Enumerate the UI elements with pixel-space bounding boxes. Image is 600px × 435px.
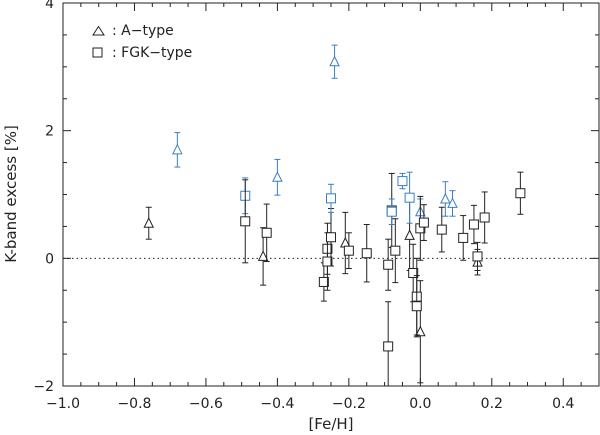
square-marker xyxy=(411,301,422,312)
triangle-marker xyxy=(172,143,183,155)
square-marker xyxy=(458,232,469,243)
y-tick-label: 0 xyxy=(45,251,54,267)
x-tick-label: −0.2 xyxy=(332,396,366,412)
legend-label-a-type: : A−type xyxy=(112,23,174,39)
legend-label-fgk-type: : FGK−type xyxy=(112,45,192,61)
square-data-point xyxy=(472,241,483,271)
triangle-data-point xyxy=(172,132,183,168)
square-data-point xyxy=(326,208,336,267)
triangle-data-point xyxy=(143,206,155,240)
square-marker xyxy=(326,193,336,204)
square-marker xyxy=(479,212,490,223)
square-marker xyxy=(418,217,429,228)
x-tick-label: 0.2 xyxy=(481,396,503,412)
triangle-marker xyxy=(440,192,451,204)
square-data-point xyxy=(343,232,354,270)
x-tick-label: 0.4 xyxy=(552,396,574,412)
square-data-point xyxy=(361,224,372,283)
legend-triangle-icon xyxy=(92,25,105,36)
y-axis-label: K-band excess [%] xyxy=(2,125,20,263)
square-data-point xyxy=(261,203,272,263)
square-data-point xyxy=(436,206,447,253)
triangle-marker xyxy=(415,325,426,337)
triangle-marker xyxy=(447,197,458,208)
x-tick-label: −0.4 xyxy=(260,396,294,412)
square-marker xyxy=(383,259,394,270)
triangle-marker xyxy=(272,171,283,182)
square-data-point xyxy=(383,301,394,387)
triangle-marker xyxy=(404,229,415,240)
x-tick-label: 0.0 xyxy=(409,396,431,412)
square-data-point xyxy=(418,204,429,241)
triangle-data-point xyxy=(447,190,458,217)
square-data-point xyxy=(240,179,251,264)
y-tick-label: 2 xyxy=(45,124,54,140)
square-marker xyxy=(472,251,483,262)
square-data-point xyxy=(386,198,397,226)
x-tick-label: −0.8 xyxy=(117,396,151,412)
square-data-point xyxy=(390,218,401,284)
square-marker xyxy=(318,276,329,287)
legend: : A−type : FGK−type xyxy=(92,23,192,61)
square-marker xyxy=(383,341,394,352)
square-data-point xyxy=(322,232,333,291)
x-tick-label: −1.0 xyxy=(46,396,80,412)
legend-square-icon xyxy=(92,47,103,58)
square-data-point xyxy=(326,183,336,213)
triangle-data-point xyxy=(440,181,451,217)
square-data-point xyxy=(383,238,394,291)
square-marker xyxy=(361,248,372,259)
square-data-point xyxy=(404,171,415,224)
square-marker xyxy=(261,227,272,238)
square-data-point xyxy=(479,191,490,244)
square-marker xyxy=(240,216,251,227)
square-marker xyxy=(390,245,401,256)
x-tick-label: −0.6 xyxy=(189,396,223,412)
square-marker xyxy=(397,176,408,187)
square-data-point xyxy=(515,171,526,215)
triangle-data-point xyxy=(339,211,351,275)
triangle-marker xyxy=(143,217,155,228)
square-marker xyxy=(343,245,354,256)
square-marker xyxy=(326,232,336,243)
axis-tick-labels: −1.0 −0.8 −0.6 −0.4 −0.2 0.0 0.2 0.4 −2 0 2 4 xyxy=(33,0,574,412)
square-marker xyxy=(468,219,479,230)
square-data-point xyxy=(397,172,408,190)
triangle-data-point xyxy=(329,44,340,79)
triangle-marker xyxy=(257,250,269,261)
square-marker xyxy=(515,188,526,199)
square-marker xyxy=(436,224,447,235)
y-tick-label: 4 xyxy=(45,0,54,12)
square-data-point xyxy=(458,215,469,261)
triangle-marker xyxy=(329,55,340,67)
x-axis-label: [Fe/H] xyxy=(308,415,353,433)
square-marker xyxy=(408,268,419,279)
triangle-data-point xyxy=(272,158,283,196)
square-data-point xyxy=(468,204,479,245)
square-marker xyxy=(404,192,415,203)
data-points xyxy=(143,44,526,387)
square-data-point xyxy=(411,275,422,338)
square-marker xyxy=(322,256,333,267)
y-tick-label: −2 xyxy=(33,379,54,395)
square-marker xyxy=(386,206,397,217)
